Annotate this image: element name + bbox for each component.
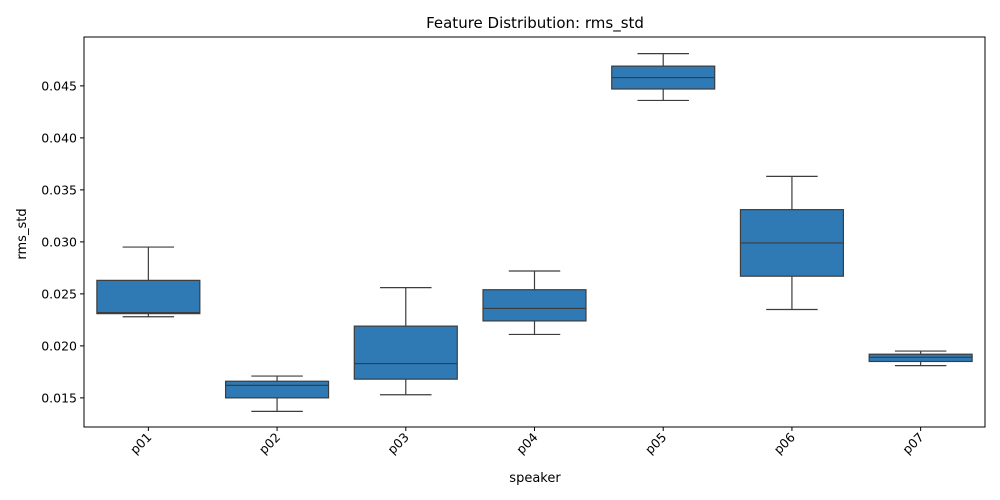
box-p07 [868, 350, 973, 367]
y-tick-label: 0.025 [41, 286, 77, 301]
box-p03 [353, 287, 458, 396]
y-tick-label: 0.030 [41, 234, 77, 249]
box-iqr [224, 380, 330, 399]
box-iqr [482, 289, 587, 322]
x-tick-label: p07 [899, 430, 926, 457]
chart-title: Feature Distribution: rms_std [426, 14, 644, 33]
box-p06 [739, 175, 845, 311]
x-tick-label: p02 [256, 430, 283, 457]
x-axis-title: speaker [509, 471, 561, 486]
box-p04 [482, 270, 587, 336]
y-axis-ticks: 0.015 0.020 0.025 0.030 0.035 0.040 0.045 [41, 78, 84, 405]
box-p02 [224, 375, 330, 412]
y-tick-label: 0.040 [41, 130, 77, 145]
plot-frame [83, 36, 986, 428]
box-p01 [96, 246, 201, 318]
x-tick-label: p03 [384, 430, 411, 457]
x-tick-label: p04 [513, 429, 540, 456]
boxes-group [96, 53, 973, 412]
y-tick-label: 0.035 [41, 182, 77, 197]
x-tick-label: p05 [642, 430, 669, 457]
x-tick-label: p01 [127, 430, 154, 457]
y-tick-label: 0.020 [41, 338, 77, 353]
box-iqr [353, 325, 458, 380]
box-iqr [96, 279, 201, 315]
y-axis-title: rms_std [15, 208, 30, 259]
y-tick-label: 0.015 [41, 390, 77, 405]
x-tick-label: p06 [771, 429, 798, 456]
box-p05 [611, 53, 716, 102]
x-axis-ticks: p01 p02 p03 p04 p05 p06 p07 [127, 427, 927, 457]
y-tick-label: 0.045 [41, 78, 77, 93]
